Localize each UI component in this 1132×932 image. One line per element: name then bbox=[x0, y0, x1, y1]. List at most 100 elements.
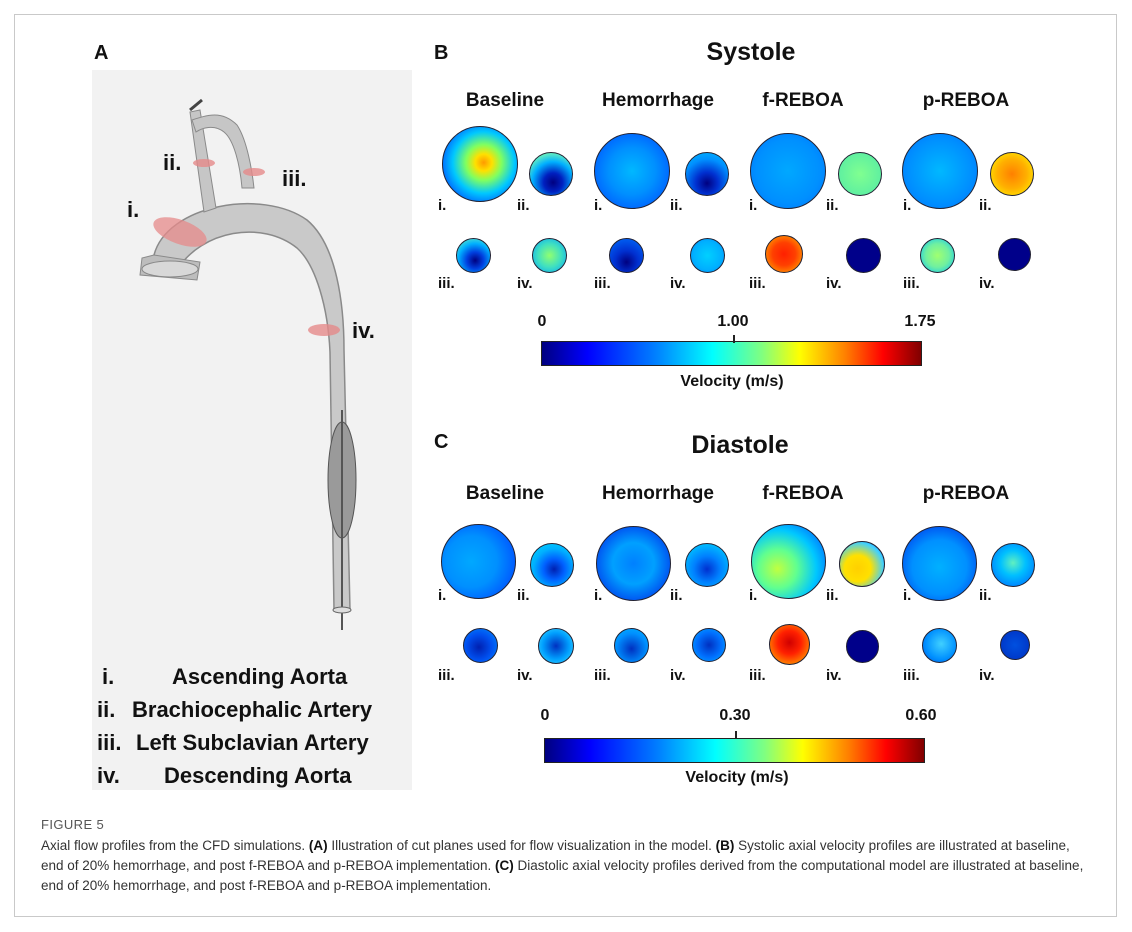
diastole-hemorrhage-i-disc bbox=[596, 526, 671, 601]
diastole-label-iii-3: iii. bbox=[749, 667, 766, 684]
diastole-hemorrhage-iii-disc bbox=[614, 628, 649, 663]
diastole-label-iv-1: iv. bbox=[517, 667, 533, 684]
figure-caption: Axial flow profiles from the CFD simulat… bbox=[41, 836, 1091, 896]
panel-label-c: C bbox=[434, 431, 449, 453]
systole-colorbar-min: 0 bbox=[537, 313, 547, 330]
systole-freboa-iii-disc bbox=[765, 235, 803, 273]
diastole-preboa-i-disc bbox=[902, 526, 977, 601]
systole-label-ii-3: ii. bbox=[826, 197, 839, 214]
diastole-preboa-ii-disc bbox=[991, 543, 1035, 587]
systole-colorbar-label: Velocity (m/s) bbox=[680, 373, 784, 390]
systole-col-preboa: p-REBOA bbox=[922, 90, 1010, 111]
diastole-hemorrhage-ii-disc bbox=[685, 543, 729, 587]
systole-label-iv-1: iv. bbox=[517, 275, 533, 292]
caption-b-text: Systolic axial velocity profiles are ill… bbox=[41, 838, 1070, 873]
diastole-colorbar-mid: 0.30 bbox=[719, 707, 751, 724]
caption-a-tag: (A) bbox=[308, 838, 328, 853]
caption-c-tag: (C) bbox=[495, 858, 514, 873]
legend-num-3: iii. bbox=[97, 730, 122, 755]
systole-label-ii-4: ii. bbox=[979, 197, 992, 214]
aorta-model-illustration bbox=[139, 98, 357, 630]
aorta-model-panel bbox=[92, 70, 412, 790]
diastole-colorbar bbox=[544, 738, 925, 763]
systole-label-i-3: i. bbox=[749, 197, 758, 214]
diastole-preboa-iv-disc bbox=[1000, 630, 1030, 660]
diastole-label-ii-1: ii. bbox=[517, 587, 530, 604]
diastole-label-iii-1: iii. bbox=[438, 667, 455, 684]
diastole-label-iv-4: iv. bbox=[979, 667, 995, 684]
systole-preboa-iv-disc bbox=[998, 238, 1031, 271]
systole-label-ii-1: ii. bbox=[517, 197, 530, 214]
diastole-freboa-iv-disc bbox=[846, 630, 879, 663]
caption-intro: Axial flow profiles from the CFD simulat… bbox=[41, 838, 306, 853]
diastole-baseline-i-disc bbox=[441, 524, 516, 599]
diastole-label-iv-3: iv. bbox=[826, 667, 842, 684]
figure-label: FIGURE 5 bbox=[41, 817, 105, 832]
diastole-colorbar-mid-tick bbox=[735, 731, 737, 739]
systole-freboa-iv-disc bbox=[846, 238, 881, 273]
systole-colorbar-mid-tick bbox=[733, 335, 735, 343]
systole-label-i-2: i. bbox=[594, 197, 603, 214]
diastole-hemorrhage-iv-disc bbox=[692, 628, 726, 662]
diastole-colorbar-label: Velocity (m/s) bbox=[685, 769, 789, 786]
figure-frame bbox=[14, 14, 1117, 917]
legend-num-4: iv. bbox=[97, 763, 120, 788]
diastole-label-i-2: i. bbox=[594, 587, 603, 604]
systole-label-iv-2: iv. bbox=[670, 275, 686, 292]
diastole-freboa-iii-disc bbox=[769, 624, 810, 665]
model-label-iv: iv. bbox=[352, 318, 375, 343]
systole-colorbar-max: 1.75 bbox=[904, 313, 936, 330]
systole-label-iv-3: iv. bbox=[826, 275, 842, 292]
systole-label-iii-1: iii. bbox=[438, 275, 455, 292]
legend-name-3: Left Subclavian Artery bbox=[136, 730, 369, 755]
systole-hemorrhage-i-disc bbox=[594, 133, 670, 209]
systole-col-hemorrhage: Hemorrhage bbox=[602, 90, 714, 111]
diastole-baseline-iv-disc bbox=[538, 628, 574, 664]
systole-baseline-iii-disc bbox=[456, 238, 491, 273]
systole-hemorrhage-ii-disc bbox=[685, 152, 729, 196]
caption-a-text: Illustration of cut planes used for flow… bbox=[331, 838, 712, 853]
diastole-label-iv-2: iv. bbox=[670, 667, 686, 684]
legend-name-1: Ascending Aorta bbox=[172, 664, 348, 689]
diastole-label-i-4: i. bbox=[903, 587, 912, 604]
systole-colorbar bbox=[541, 341, 922, 366]
systole-baseline-iv-disc bbox=[532, 238, 567, 273]
systole-label-iii-4: iii. bbox=[903, 275, 920, 292]
panel-label-a: A bbox=[94, 42, 109, 64]
systole-hemorrhage-iii-disc bbox=[609, 238, 644, 273]
systole-baseline-i-disc bbox=[442, 126, 518, 202]
diastole-title: Diastole bbox=[691, 431, 789, 459]
caption-b-tag: (B) bbox=[715, 838, 735, 853]
legend-num-1: i. bbox=[102, 664, 115, 689]
diastole-baseline-ii-disc bbox=[530, 543, 574, 587]
model-label-i: i. bbox=[127, 197, 140, 222]
diastole-colorbar-max: 0.60 bbox=[905, 707, 937, 724]
diastole-label-i-1: i. bbox=[438, 587, 447, 604]
diastole-col-baseline: Baseline bbox=[465, 483, 545, 504]
systole-label-iv-4: iv. bbox=[979, 275, 995, 292]
systole-baseline-ii-disc bbox=[529, 152, 573, 196]
systole-freboa-i-disc bbox=[750, 133, 826, 209]
systole-colorbar-mid: 1.00 bbox=[717, 313, 749, 330]
systole-label-iii-3: iii. bbox=[749, 275, 766, 292]
systole-preboa-iii-disc bbox=[920, 238, 955, 273]
diastole-label-i-3: i. bbox=[749, 587, 758, 604]
legend-name-2: Brachiocephalic Artery bbox=[132, 697, 373, 722]
legend-num-2: ii. bbox=[97, 697, 116, 722]
systole-hemorrhage-iv-disc bbox=[690, 238, 725, 273]
diastole-baseline-iii-disc bbox=[463, 628, 498, 663]
systole-col-freboa: f-REBOA bbox=[762, 90, 844, 111]
systole-col-baseline: Baseline bbox=[465, 90, 545, 111]
systole-preboa-ii-disc bbox=[990, 152, 1034, 196]
model-label-iii: iii. bbox=[282, 166, 307, 191]
diastole-label-ii-2: ii. bbox=[670, 587, 683, 604]
diastole-colorbar-min: 0 bbox=[540, 707, 550, 724]
systole-title: Systole bbox=[706, 38, 796, 66]
systole-label-i-4: i. bbox=[903, 197, 912, 214]
legend-name-4: Descending Aorta bbox=[164, 763, 352, 788]
systole-freboa-ii-disc bbox=[838, 152, 882, 196]
diastole-label-iii-4: iii. bbox=[903, 667, 920, 684]
systole-preboa-i-disc bbox=[902, 133, 978, 209]
model-label-ii: ii. bbox=[163, 150, 182, 175]
systole-label-iii-2: iii. bbox=[594, 275, 611, 292]
